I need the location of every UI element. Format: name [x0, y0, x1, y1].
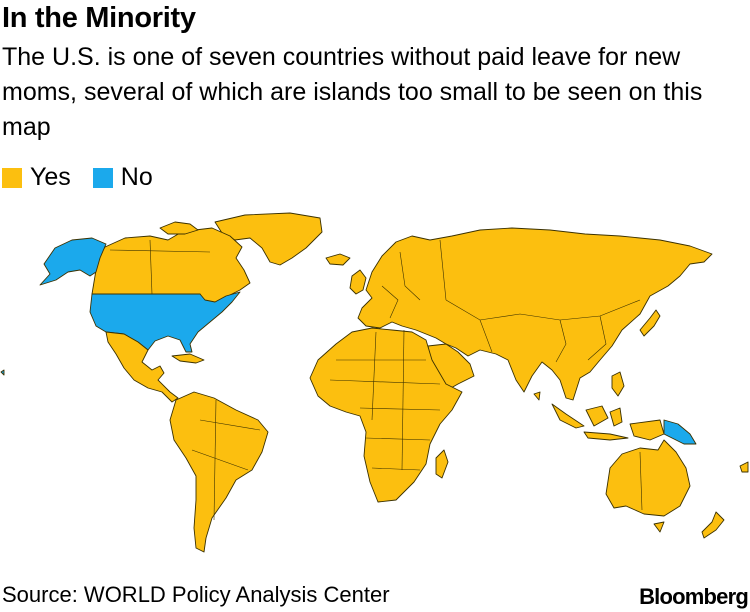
legend-item-yes: Yes: [2, 163, 71, 192]
region-new-zealand: [701, 511, 725, 539]
country-borders: [109, 239, 643, 521]
region-tasmania: [653, 521, 665, 533]
region-papua-new-guinea: [663, 419, 697, 445]
region-sri-lanka: [533, 391, 541, 401]
world-map-svg: [0, 212, 749, 553]
region-arctic-islands: [159, 221, 199, 235]
chart-title: In the Minority: [2, 2, 196, 34]
chart-subtitle: The U.S. is one of seven countries witho…: [2, 43, 703, 141]
bloomberg-logo: Bloomberg: [639, 584, 749, 609]
region-greenland: [214, 212, 323, 266]
region-iceland: [325, 253, 351, 266]
world-map: [0, 205, 750, 570]
region-japan: [639, 309, 661, 337]
legend-item-no: No: [92, 163, 153, 192]
legend-label-no: No: [120, 163, 153, 191]
region-south-america: [169, 391, 269, 553]
region-eurasia: [357, 227, 713, 401]
region-madagascar: [435, 449, 449, 479]
region-indonesia: [551, 403, 665, 441]
region-mexico-central-america: [105, 331, 179, 403]
region-philippines: [611, 371, 625, 397]
region-pacific-islands: [739, 461, 749, 473]
region-uk-ireland: [349, 269, 367, 295]
source-note: Source: WORLD Policy Analysis Center: [2, 582, 390, 607]
region-small-island: [0, 369, 5, 376]
legend-label-yes: Yes: [30, 163, 71, 191]
legend-swatch-no: [92, 167, 113, 188]
legend-swatch-yes: [2, 167, 22, 188]
legend: Yes No: [2, 163, 175, 192]
region-canada: [91, 227, 251, 304]
region-africa: [309, 327, 463, 503]
region-australia: [605, 439, 691, 517]
region-caribbean: [171, 353, 205, 364]
region-alaska: [39, 237, 107, 286]
